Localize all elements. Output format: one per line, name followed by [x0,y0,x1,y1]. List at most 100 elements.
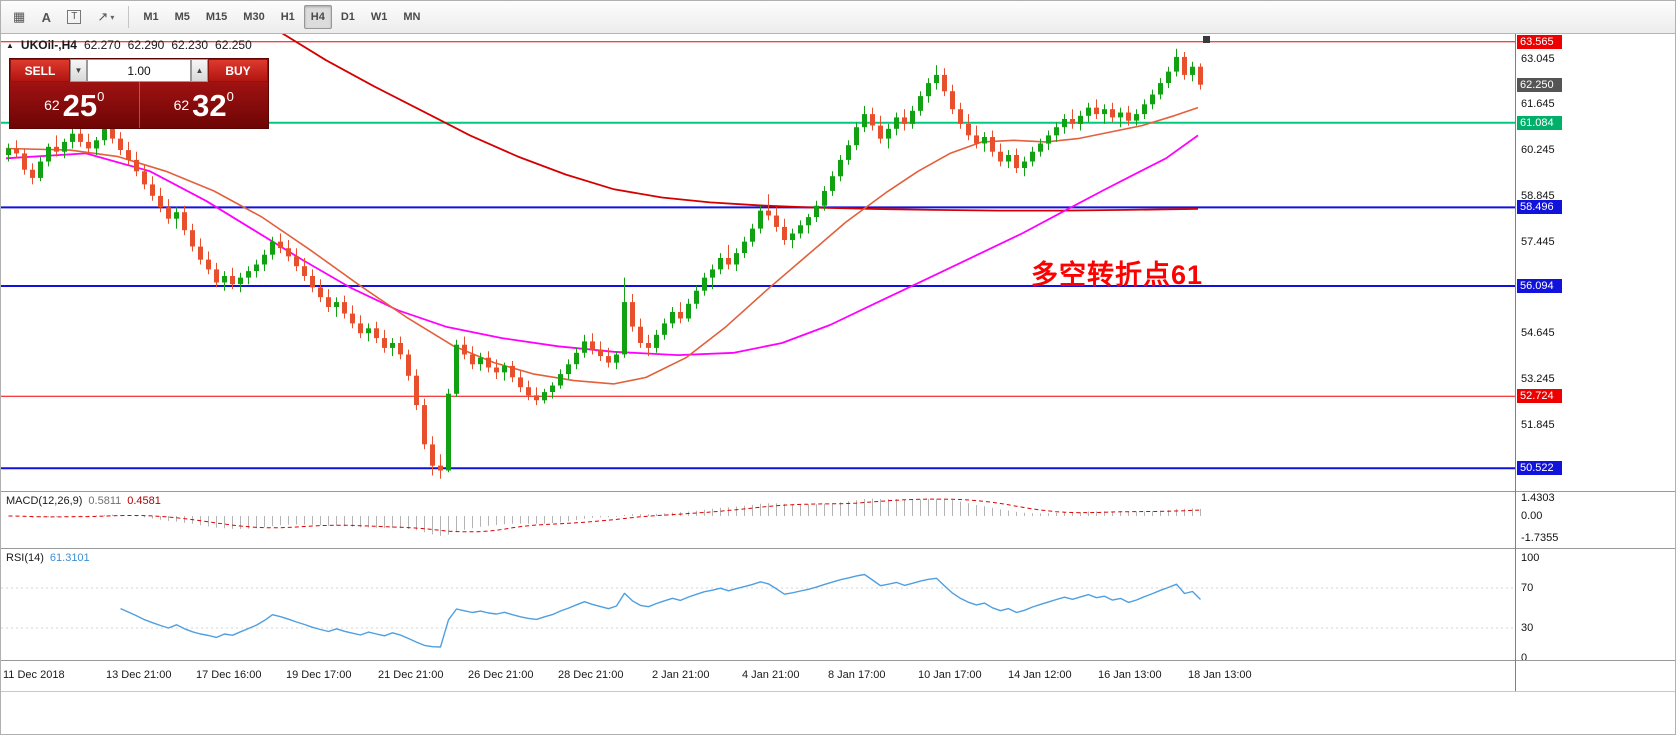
axis-bottom-line [1,691,1675,692]
ohlc-close: 62.250 [215,38,252,52]
time-label: 18 Jan 13:00 [1188,669,1252,681]
price-badge-62.250: 62.250 [1517,78,1562,92]
rsi-name: RSI(14) [6,552,44,564]
price-scale-label-54.645: 54.645 [1521,327,1555,339]
macd-scale-label--1.7355: -1.7355 [1521,532,1559,544]
price-scale-label-57.445: 57.445 [1521,236,1555,248]
time-label: 26 Dec 21:00 [468,669,534,681]
toolbar-separator [128,6,130,28]
time-label: 4 Jan 21:00 [742,669,800,681]
cursor-a-glyph: A [41,9,51,25]
tf-button-D1[interactable]: D1 [340,11,355,23]
collapse-toggle-icon[interactable]: ▲ [6,40,14,50]
volume-decrease-button[interactable]: ▼ [70,59,87,82]
macd-chart[interactable] [1,491,1515,548]
time-label: 10 Jan 17:00 [918,669,982,681]
rsi-label: RSI(14) 61.3101 [6,552,90,564]
price-badge-63.565: 63.565 [1517,35,1562,49]
chevron-down-icon: ▾ [110,12,115,22]
rsi-scale-label-100: 100 [1521,552,1540,564]
macd-signal-line [8,498,1201,533]
bid-price[interactable]: 62 25 0 [10,82,139,128]
tf-button-MN[interactable]: MN [403,11,421,23]
time-label: 2 Jan 21:00 [652,669,710,681]
sell-button[interactable]: SELL [10,59,70,82]
time-label: 16 Jan 13:00 [1098,669,1162,681]
pattern-grid-icon[interactable]: ▦ [6,5,32,29]
ask-prefix: 62 [173,97,190,113]
time-axis[interactable]: 11 Dec 2018 13 Dec 21:00 17 Dec 16:00 19 De… [1,660,1675,691]
macd-scale-label-1.4303: 1.4303 [1521,492,1555,504]
time-label: 14 Jan 12:00 [1008,669,1072,681]
price-scale-label-53.245: 53.245 [1521,373,1555,385]
ma-red-line [281,34,1199,212]
macd-scale-label-0.00: 0.00 [1521,510,1543,522]
panel-separator[interactable] [1,491,1675,492]
bid-big: 25 [62,87,98,123]
line-studies-glyph: ↗ [97,9,109,24]
macd-main-value: 0.5811 [88,495,122,507]
price-scale-label-60.245: 60.245 [1521,144,1555,156]
bid-prefix: 62 [44,97,60,113]
time-label: 13 Dec 21:00 [106,669,172,681]
panel-separator[interactable] [1,548,1675,549]
price-scale-label-63.045: 63.045 [1521,53,1555,65]
ohlc-high: 62.290 [127,38,165,52]
price-badge-56.094: 56.094 [1517,279,1562,293]
tf-button-M15[interactable]: M15 [205,11,228,23]
timeframe-group: M1 M5 M15 M30 H1 H4 D1 W1 MN [135,5,428,29]
price-scale-label-58.845: 58.845 [1521,190,1555,202]
tf-button-H4[interactable]: H4 [303,5,332,29]
cursor-a-icon[interactable]: A [34,5,58,29]
macd-signal-value: 0.4581 [127,495,161,507]
panel-separator [1,660,1675,661]
price-badge-61.084: 61.084 [1517,116,1562,130]
ohlc-low: 62.230 [171,38,209,52]
rsi-chart[interactable] [1,548,1515,660]
rsi-scale-label-0: 0 [1521,652,1528,664]
chart-shift-marker[interactable] [1203,36,1210,43]
one-click-trading-panel: SELL ▼ ▲ BUY 62 25 0 62 32 0 [9,58,269,129]
pattern-grid-glyph: ▦ [13,9,26,24]
tf-button-M30[interactable]: M30 [243,11,265,23]
rsi-scale-label-30: 30 [1521,622,1534,634]
price-scale-label-51.845: 51.845 [1521,419,1555,431]
price-scale[interactable]: 63.045 61.645 60.245 58.845 57.445 54.645 53.2… [1516,34,1675,691]
time-label: 19 Dec 17:00 [286,669,352,681]
rsi-panel: RSI(14) 61.3101 [1,548,1515,660]
bid-sup: 0 [97,89,105,104]
volume-increase-button[interactable]: ▲ [191,59,208,82]
rsi-value: 61.3101 [49,552,90,564]
time-label: 17 Dec 16:00 [196,669,262,681]
ask-big: 32 [192,87,227,123]
time-label: 21 Dec 21:00 [378,669,444,681]
ma-magenta-line [5,134,1199,357]
tf-button-M5[interactable]: M5 [174,11,190,23]
buy-button[interactable]: BUY [208,59,268,82]
volume-input[interactable] [87,59,191,82]
ohlc-open: 62.270 [83,38,121,52]
rsi-scale-label-70: 70 [1521,582,1534,594]
main-chart-panel: ▲ UKOil-,H4 62.270 62.290 62.230 62.250 … [1,34,1515,491]
price-badge-50.522: 50.522 [1517,461,1562,475]
macd-panel: MACD(12,26,9) 0.5811 0.4581 [1,491,1515,548]
ask-price[interactable]: 62 32 0 [140,82,269,128]
chart-header: ▲ UKOil-,H4 62.270 62.290 62.230 62.250 [6,38,252,52]
price-scale-label-61.645: 61.645 [1521,98,1555,110]
line-studies-icon[interactable]: ↗ ▾ [90,5,121,29]
macd-name: MACD(12,26,9) [6,495,83,507]
text-tool-glyph: T [67,10,82,24]
time-label: 28 Dec 21:00 [558,669,624,681]
macd-label: MACD(12,26,9) 0.5811 0.4581 [6,495,161,507]
tf-button-W1[interactable]: W1 [370,11,388,23]
rsi-line [120,573,1201,648]
ma-orange-line [5,106,1199,385]
tf-button-H1[interactable]: H1 [280,11,295,23]
price-scale-divider [1515,34,1516,691]
tf-button-M1[interactable]: M1 [143,11,159,23]
toolbar: ▦ A T ↗ ▾ M1 M5 M15 M30 H1 H4 D1 W1 MN [1,1,1675,34]
chart-text-annotation[interactable]: 多空转折点61 [1031,260,1204,290]
ask-sup: 0 [226,89,234,104]
text-tool-icon[interactable]: T [60,5,88,29]
price-divider [138,82,140,128]
